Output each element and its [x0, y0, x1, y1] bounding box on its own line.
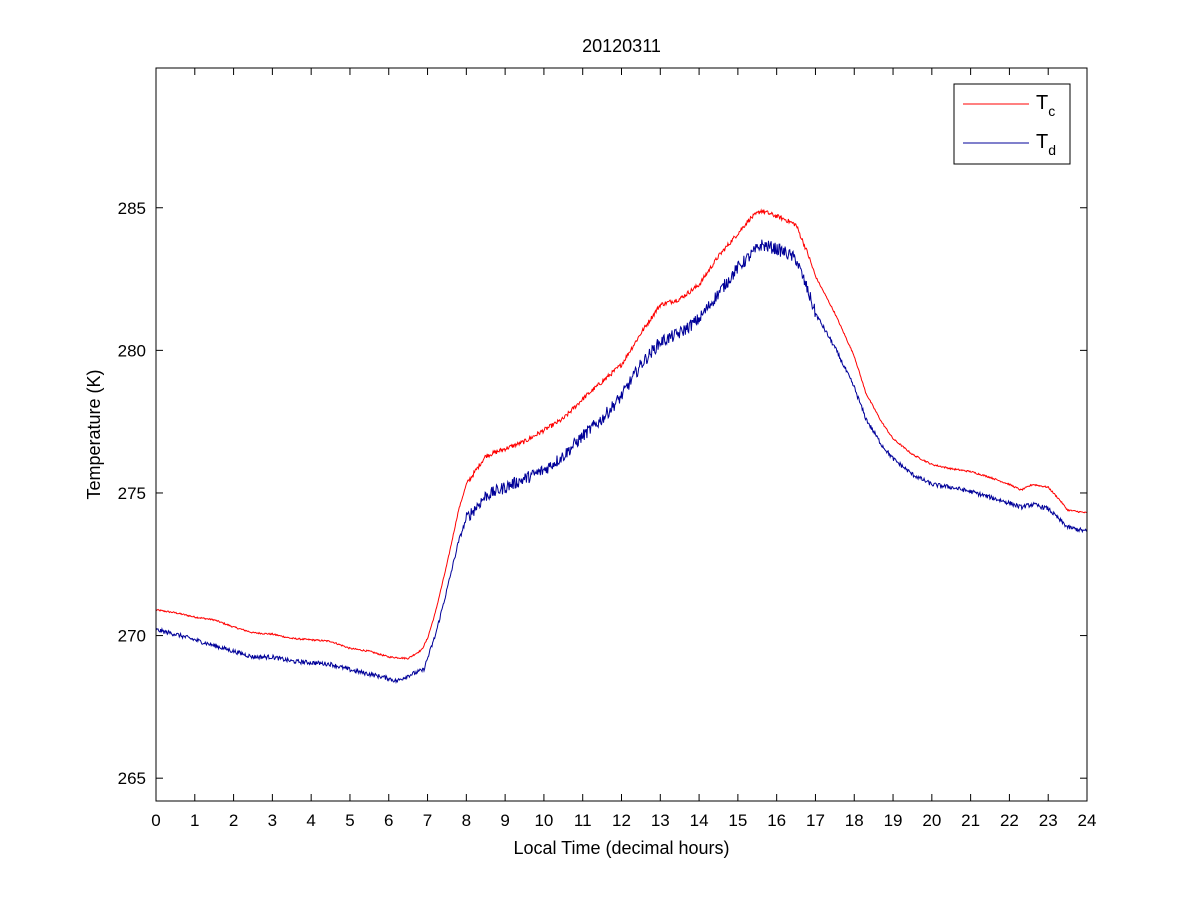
x-axis-label: Local Time (decimal hours) — [513, 838, 729, 858]
x-tick-label: 12 — [612, 811, 631, 830]
y-tick-label: 275 — [118, 484, 146, 503]
legend-label-tc-main: T — [1036, 92, 1048, 114]
x-tick-label: 3 — [268, 811, 277, 830]
legend-label-td: Td — [1036, 131, 1056, 158]
x-tick-label: 16 — [767, 811, 786, 830]
x-tick-label: 2 — [229, 811, 238, 830]
x-tick-label: 19 — [884, 811, 903, 830]
tick-layer: 0 1 2 3 4 5 6 7 8 9 10 11 12 13 14 15 16 17 18 19 20 21 22 23 24… — [118, 68, 1097, 830]
x-tick-label: 10 — [534, 811, 553, 830]
x-tick-label: 20 — [922, 811, 941, 830]
x-tick-label: 9 — [500, 811, 509, 830]
y-tick-label: 270 — [118, 627, 146, 646]
legend-label-td-sub: d — [1048, 142, 1056, 158]
legend: Tc Td — [953, 83, 1071, 165]
x-tick-label: 8 — [462, 811, 471, 830]
series-line-td — [155, 239, 1088, 684]
x-tick-label: 17 — [806, 811, 825, 830]
legend-label-td-main: T — [1036, 131, 1048, 153]
x-tick-label: 5 — [345, 811, 354, 830]
series-line-tc — [155, 208, 1088, 660]
x-tick-label: 15 — [728, 811, 747, 830]
x-tick-label: 7 — [423, 811, 432, 830]
legend-label-tc-sub: c — [1048, 103, 1055, 119]
x-tick-label: 6 — [384, 811, 393, 830]
x-tick-label: 0 — [151, 811, 160, 830]
x-tick-label: 4 — [306, 811, 315, 830]
plot-area — [156, 68, 1087, 801]
x-tick-label: 23 — [1039, 811, 1058, 830]
y-axis-label: Temperature (K) — [84, 369, 104, 499]
legend-box — [953, 83, 1071, 165]
x-tick-label: 11 — [574, 811, 592, 830]
y-tick-label: 265 — [118, 769, 146, 788]
chart-title: 20120311 — [582, 36, 661, 56]
x-tick-label: 18 — [845, 811, 864, 830]
x-tick-label: 13 — [651, 811, 670, 830]
x-tick-label: 1 — [190, 811, 199, 830]
x-tick-label: 24 — [1078, 811, 1097, 830]
y-tick-label: 285 — [118, 199, 146, 218]
legend-label-tc: Tc — [1036, 92, 1055, 119]
x-tick-label: 21 — [961, 811, 980, 830]
x-tick-label: 14 — [690, 811, 709, 830]
series-layer — [155, 208, 1088, 684]
y-tick-label: 280 — [118, 341, 146, 360]
x-tick-label: 22 — [1000, 811, 1019, 830]
